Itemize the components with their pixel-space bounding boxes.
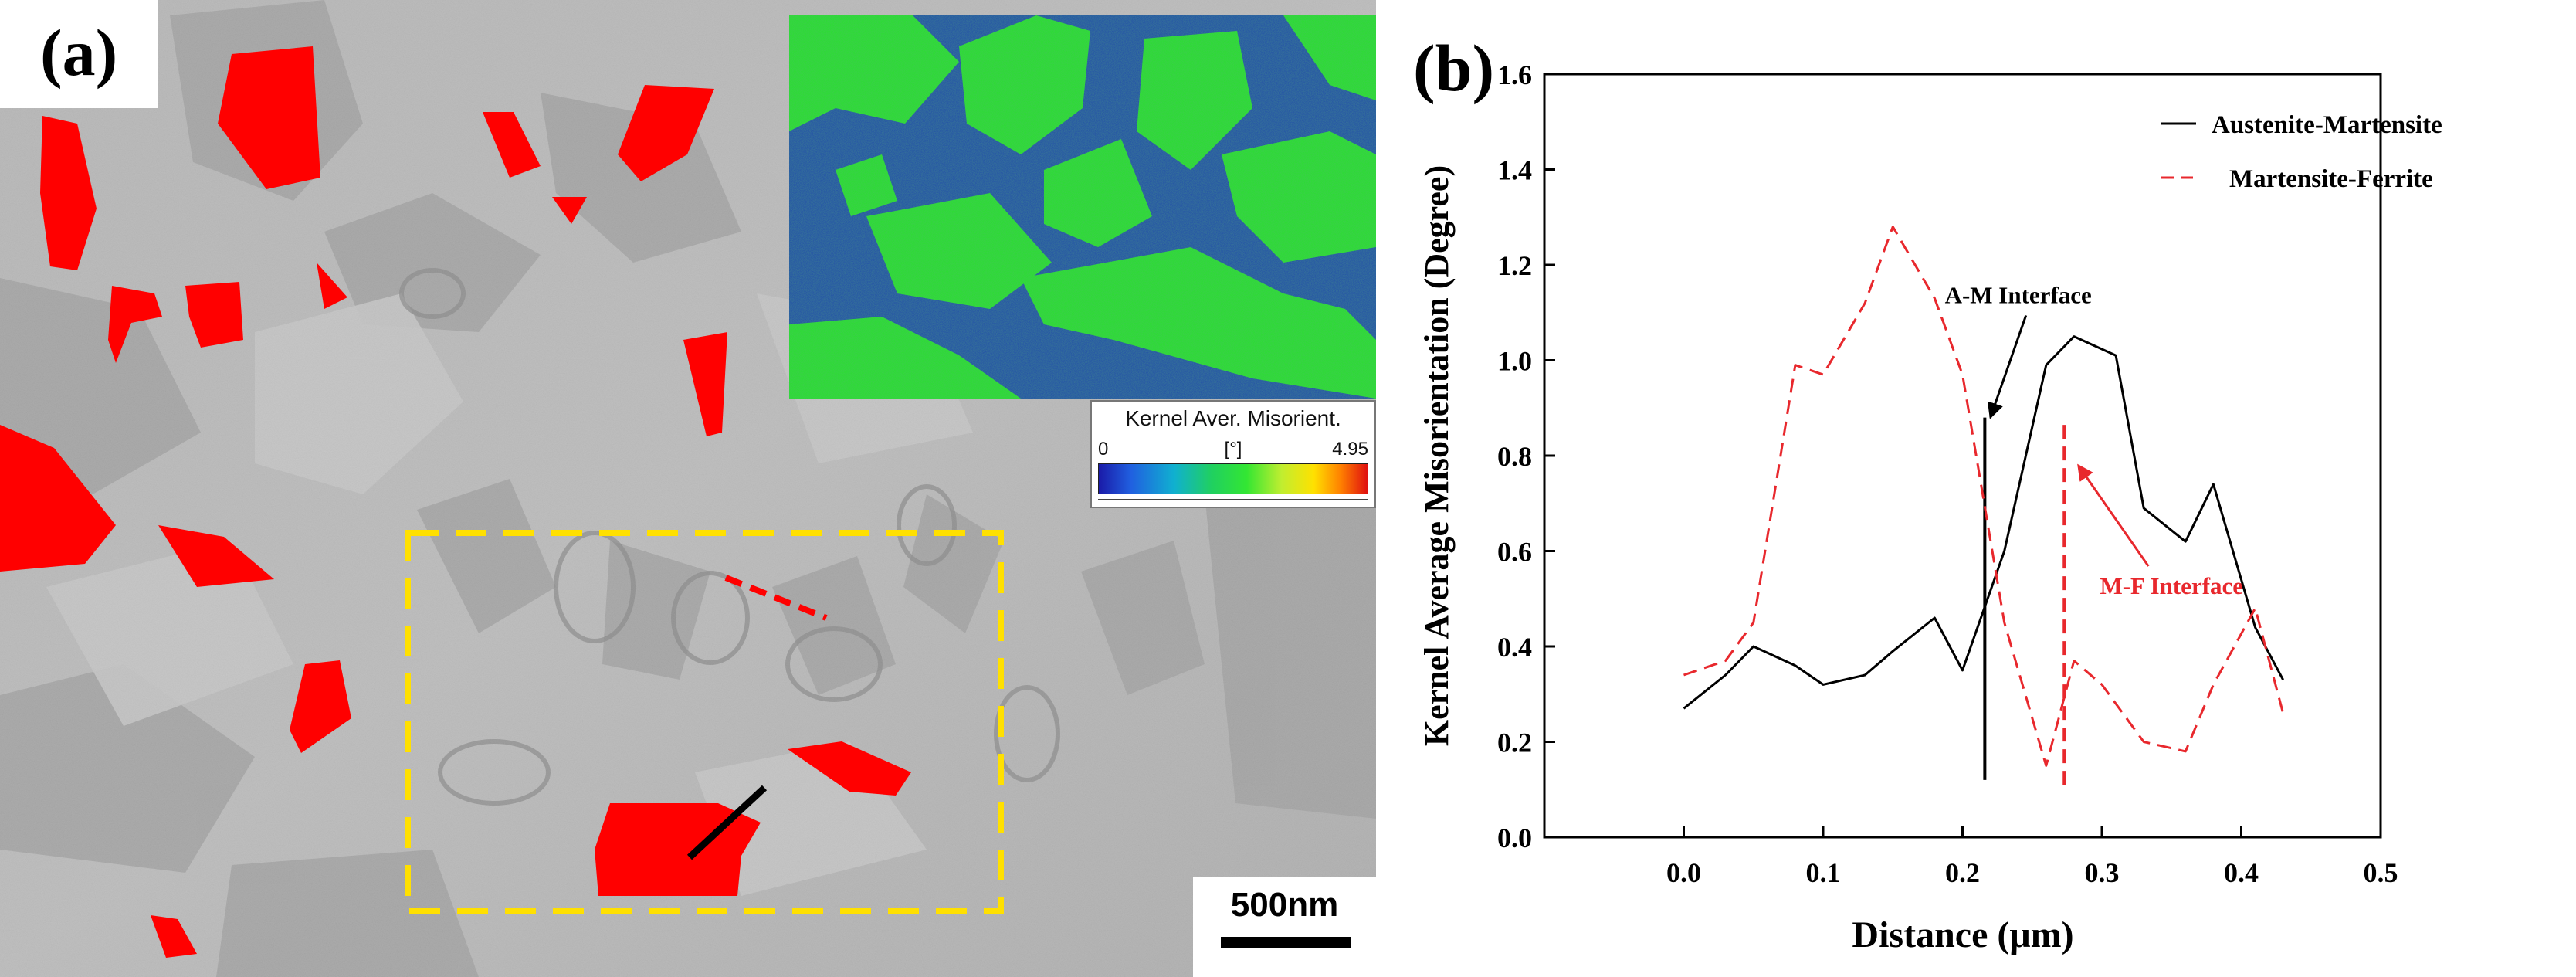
colorbar-title: Kernel Aver. Misorient. — [1125, 406, 1341, 430]
x-axis-label: Distance (μm) — [1852, 914, 2073, 955]
roi-dashed-box — [405, 530, 1004, 914]
x-tick-label: 0.1 — [1806, 857, 1841, 888]
colorbar-unit: [°] — [1224, 439, 1242, 460]
m-f-scan-line — [724, 575, 828, 621]
y-tick-label: 0.8 — [1497, 441, 1532, 472]
legend: Austenite-Martensite Martensite-Ferrite — [2161, 111, 2442, 193]
colorbar-max: 4.95 — [1332, 439, 1368, 460]
x-tick-label: 0.5 — [2364, 857, 2398, 888]
x-tick-label: 0.4 — [2224, 857, 2259, 888]
series-martensite-ferrite — [1683, 226, 2285, 767]
kam-line-chart: 0.0 0.2 0.4 0.6 0.8 1.0 1.2 1.4 1.6 0.0 0.1 0.2 0.3… — [1418, 59, 2442, 955]
colorbar-min: 0 — [1098, 439, 1109, 460]
kam-colorbar: Kernel Aver. Misorient. 0 [°] 4.95 — [1090, 400, 1376, 508]
panel-b-label: (b) — [1413, 31, 1495, 105]
y-tick-label: 1.0 — [1497, 346, 1532, 377]
scale-bar-label: 500nm — [1230, 886, 1339, 924]
x-tick-label: 0.2 — [1945, 857, 1980, 888]
series-austenite-martensite — [1683, 335, 2285, 710]
a-m-interface-arrow — [1987, 314, 2028, 419]
colorbar-underline — [1098, 499, 1368, 500]
y-tick-label: 1.6 — [1497, 59, 1532, 90]
x-tick-label: 0.0 — [1666, 857, 1701, 888]
scale-bar: 500nm — [1193, 877, 1376, 977]
a-m-interface-label: A-M Interface — [1945, 281, 2092, 308]
colorbar-gradient — [1098, 463, 1368, 494]
y-tick-label: 0.0 — [1497, 823, 1532, 853]
kam-map-inset — [789, 15, 1376, 399]
y-tick-label: 0.2 — [1497, 728, 1532, 758]
legend-label-martensite-ferrite: Martensite-Ferrite — [2229, 165, 2433, 193]
m-f-interface-arrow — [2077, 463, 2150, 567]
austenite-grains — [0, 46, 911, 958]
y-tick-label: 1.2 — [1497, 250, 1532, 281]
m-f-interface-label: M-F Interface — [2100, 572, 2243, 599]
scale-bar-line — [1221, 937, 1351, 948]
y-tick-label: 0.4 — [1497, 632, 1532, 663]
panel-a-label: (a) — [40, 15, 118, 90]
panel-a-label-box: (a) — [0, 0, 158, 108]
y-axis-label: Kernel Average Misorientation (Degree) — [1418, 165, 1456, 746]
y-tick-label: 1.4 — [1497, 155, 1532, 186]
legend-label-austenite-martensite: Austenite-Martensite — [2212, 111, 2442, 139]
a-m-scan-line — [686, 785, 768, 860]
y-tick-label: 0.6 — [1497, 537, 1532, 568]
x-tick-label: 0.3 — [2085, 857, 2120, 888]
